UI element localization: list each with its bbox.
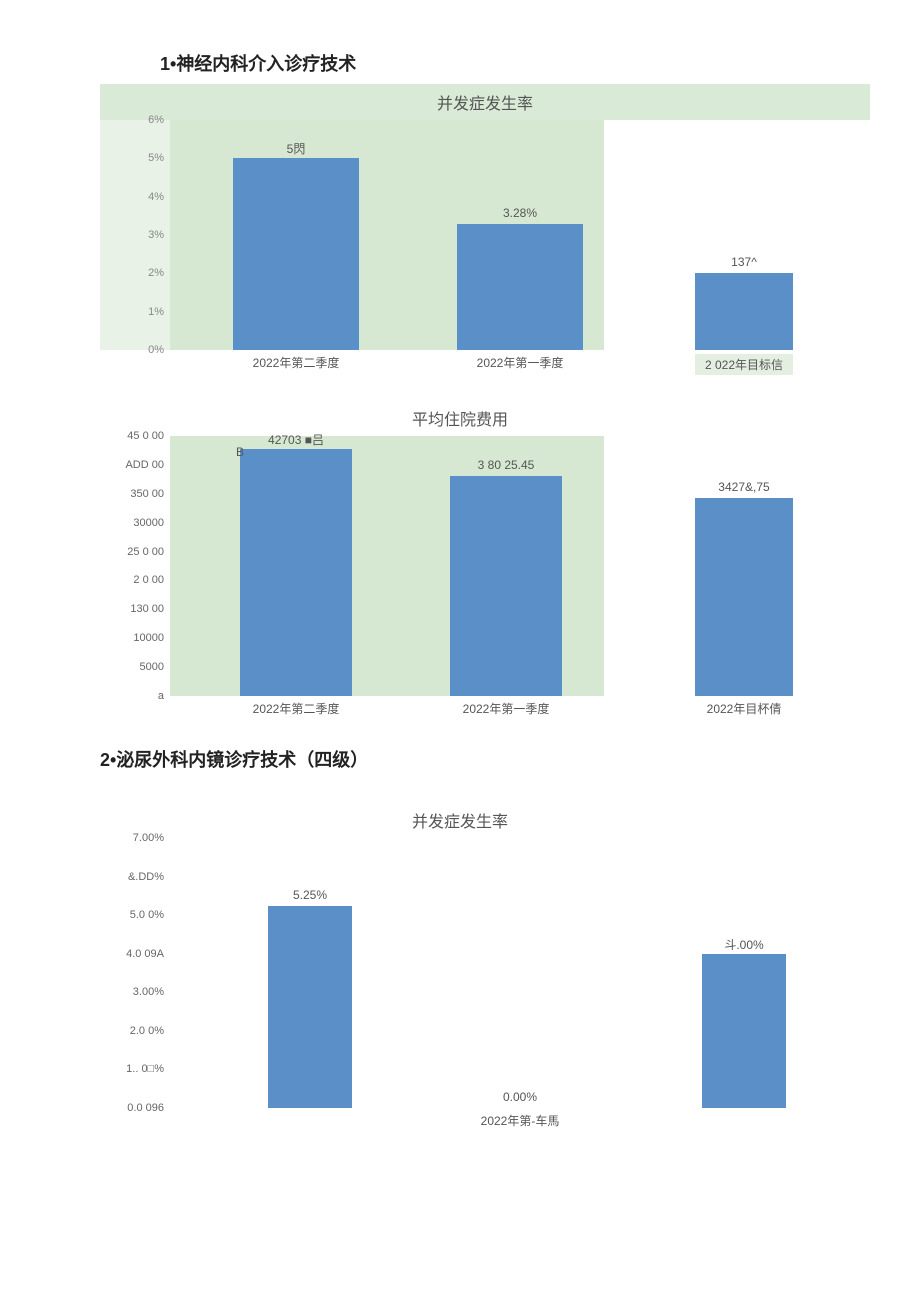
chart-2a-area: 0.0 096 1.. 0□% 2.0 0% 3.00% 4.0 09A 5.0 0% &.… bbox=[100, 838, 870, 1138]
bar-value-label: 3 80 25.45 bbox=[450, 458, 562, 472]
bar-value-label: 3427&,75 bbox=[695, 480, 793, 494]
x-tick-label: 2 022年目标信 bbox=[695, 354, 793, 375]
y-tick: 10000 bbox=[133, 632, 164, 644]
bar: 3.28% bbox=[457, 224, 583, 350]
chart-2a-block: 并发症发生率 0.0 0961.. 0□%2.0 0%3.00%4.0 09A5… bbox=[30, 802, 890, 1138]
bar: 3427&,75 bbox=[695, 498, 793, 696]
bar-value-label: 0.00% bbox=[478, 1090, 562, 1104]
y-tick: ADD 00 bbox=[125, 459, 164, 471]
chart-1b-block: 平均住院费用 a500010000130 002 0 0025 0 003000… bbox=[30, 400, 890, 726]
chart-1a-title: 并发症发生率 bbox=[100, 84, 870, 120]
bar: 3 80 25.45 bbox=[450, 476, 562, 696]
x-tick-label: 2022年第二季度 bbox=[253, 700, 340, 717]
y-tick: 2.0 0% bbox=[130, 1025, 164, 1037]
bar: 5閃 bbox=[233, 158, 359, 350]
y-tick: 2 0 00 bbox=[133, 574, 164, 586]
bar: 42703 ■吕B bbox=[240, 449, 352, 696]
bar-value-label: 137^ bbox=[695, 255, 793, 269]
y-tick: 0.0 096 bbox=[127, 1102, 164, 1114]
y-tick: 7.00% bbox=[133, 832, 164, 844]
y-tick: 30000 bbox=[133, 517, 164, 529]
chart-1a-area: 0%1%2%3%4%5%6%5閃3.28%137^2022年第二季度2022年第… bbox=[100, 120, 870, 380]
x-tick-label: 2022年第一季度 bbox=[463, 700, 550, 717]
plot-region: 5.25% 0.00% 斗.00% bbox=[170, 838, 870, 1108]
y-tick: 5% bbox=[148, 152, 164, 164]
y-tick: 130 00 bbox=[130, 603, 164, 615]
y-tick: 3.00% bbox=[133, 986, 164, 998]
y-axis: a500010000130 002 0 0025 0 0030000350 00… bbox=[100, 436, 170, 696]
bar-value-label: 5.25% bbox=[268, 888, 352, 902]
y-tick: 25 0 00 bbox=[127, 546, 164, 558]
plot-region: 5閃 3.28% 137^ bbox=[170, 120, 870, 350]
x-tick-label: 2022年第-车馬 bbox=[481, 1112, 560, 1129]
y-tick: 0% bbox=[148, 344, 164, 356]
y-tick: 2% bbox=[148, 267, 164, 279]
y-tick: 5000 bbox=[140, 661, 164, 673]
y-tick: 6% bbox=[148, 114, 164, 126]
y-tick: a bbox=[158, 690, 164, 702]
y-tick: 1% bbox=[148, 306, 164, 318]
y-tick: 4% bbox=[148, 191, 164, 203]
bar-value-label-2: B bbox=[236, 445, 348, 459]
x-tick-label: 2022年第二季度 bbox=[253, 354, 340, 371]
y-tick: 1.. 0□% bbox=[126, 1063, 164, 1075]
bar-value-label: 斗.00% bbox=[702, 936, 786, 953]
bar-value-label: 5閃 bbox=[233, 140, 359, 157]
x-tick-label: 2022年目杯倩 bbox=[707, 700, 782, 717]
bar: 5.25% bbox=[268, 906, 352, 1109]
plot-region: 42703 ■吕B 3 80 25.45 3427&,75 bbox=[170, 436, 870, 696]
chart-1a-block: 并发症发生率 0%1%2%3%4%5%6%5閃3.28%137^2022年第二季… bbox=[30, 84, 890, 380]
x-axis: 2022年第-车馬 bbox=[170, 1108, 870, 1138]
section-1-heading: 1•神经内科介入诊疗技术 bbox=[160, 50, 890, 76]
y-tick: &.DD% bbox=[128, 871, 164, 883]
chart-1b-area: a 5000 10000 130 00 2 0 00 25 0 00 30000 350 00… bbox=[100, 436, 870, 726]
y-tick: 4.0 09A bbox=[126, 948, 164, 960]
y-axis: 0%1%2%3%4%5%6% bbox=[100, 120, 170, 350]
bar-value-label: 3.28% bbox=[457, 206, 583, 220]
x-axis: 2022年第二季度 2022年第一季度 2022年目杯倩 bbox=[170, 696, 870, 726]
y-tick: 350 00 bbox=[130, 488, 164, 500]
y-tick: 5.0 0% bbox=[130, 909, 164, 921]
bar: 137^ bbox=[695, 273, 793, 350]
y-tick: 3% bbox=[148, 229, 164, 241]
y-axis: 0.0 0961.. 0□%2.0 0%3.00%4.0 09A5.0 0%&.… bbox=[100, 838, 170, 1108]
section-2-heading: 2•泌尿外科内镜诊疗技术（四级） bbox=[100, 746, 890, 772]
bar: 斗.00% bbox=[702, 954, 786, 1108]
x-tick-label: 2022年第一季度 bbox=[477, 354, 564, 371]
y-tick: 45 0 00 bbox=[127, 430, 164, 442]
x-axis: 2022年第二季度 2022年第一季度 2 022年目标信 bbox=[170, 350, 870, 380]
